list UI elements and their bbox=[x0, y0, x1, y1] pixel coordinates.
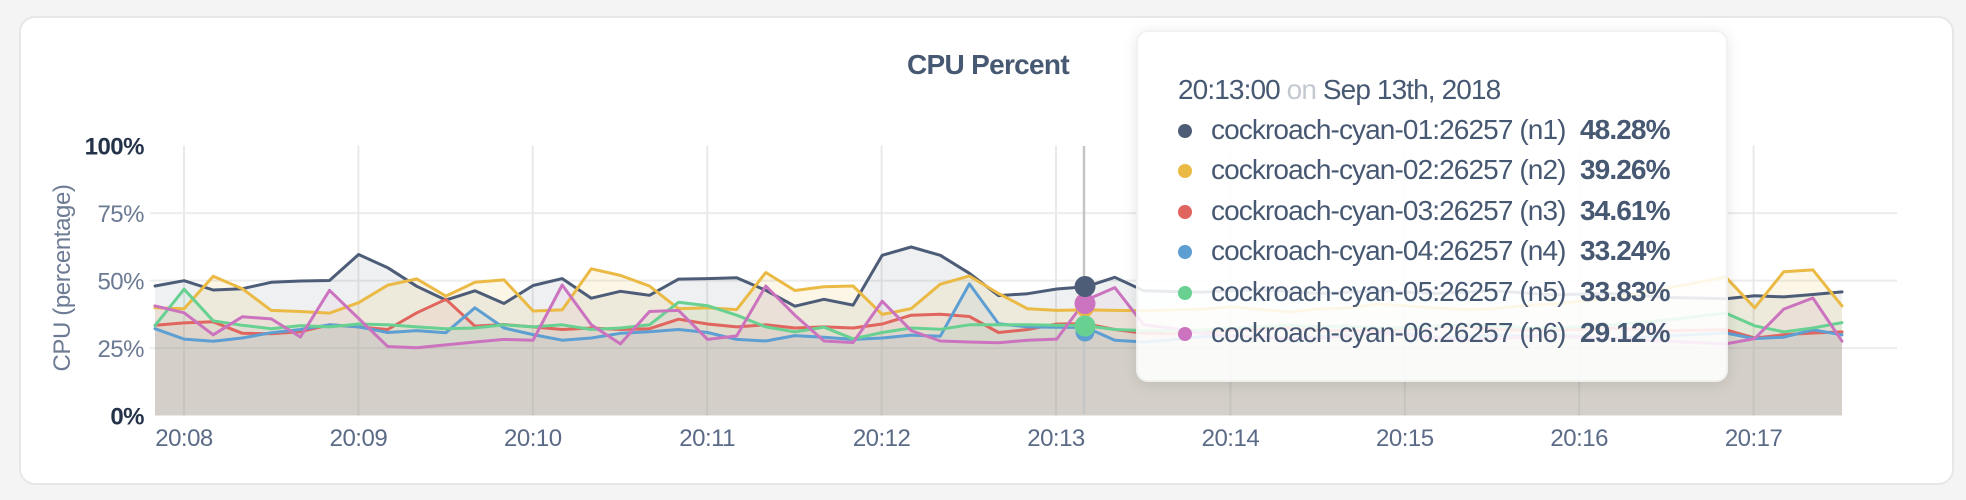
svg-text:CPU (percentage): CPU (percentage) bbox=[49, 184, 76, 371]
svg-text:20:13: 20:13 bbox=[1027, 425, 1085, 452]
svg-text:25%: 25% bbox=[97, 336, 144, 363]
svg-text:20:16: 20:16 bbox=[1550, 425, 1608, 452]
svg-text:20:17: 20:17 bbox=[1725, 425, 1783, 452]
svg-text:0%: 0% bbox=[110, 403, 144, 430]
svg-text:20:09: 20:09 bbox=[330, 425, 388, 452]
svg-text:20:11: 20:11 bbox=[679, 425, 735, 452]
svg-text:20:12: 20:12 bbox=[853, 425, 911, 452]
svg-text:20:10: 20:10 bbox=[504, 425, 562, 452]
svg-text:50%: 50% bbox=[97, 268, 144, 295]
svg-text:20:08: 20:08 bbox=[155, 425, 213, 452]
svg-text:20:14: 20:14 bbox=[1202, 425, 1260, 452]
svg-text:75%: 75% bbox=[97, 201, 144, 228]
svg-text:20:15: 20:15 bbox=[1376, 425, 1434, 452]
svg-text:100%: 100% bbox=[85, 133, 145, 160]
